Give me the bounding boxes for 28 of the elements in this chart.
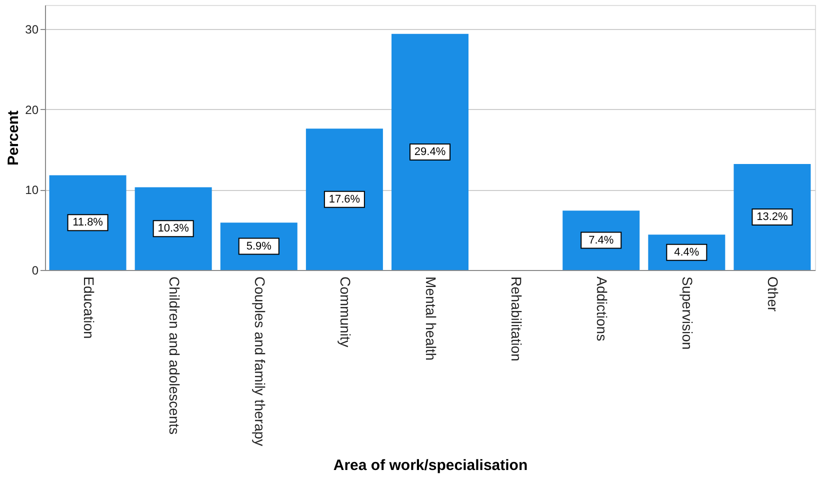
y-tick-label: 30 [25,22,39,37]
x-tick-label: Supervision [680,276,696,350]
y-tick-label: 10 [25,183,39,198]
data-label: 13.2% [756,211,788,223]
x-tick-label: Addictions [594,276,610,342]
x-tick-label: Community [337,276,354,348]
data-label: 4.4% [674,246,700,258]
x-tick-label: Education [80,276,97,339]
bar [734,164,811,270]
x-tick-label: Couples and family therapy [252,276,268,446]
bar [49,175,126,270]
data-label: 17.6% [328,193,360,206]
data-label: 5.9% [246,240,272,252]
y-tick-label: 0 [32,264,39,278]
data-label: 29.4% [414,146,446,158]
y-axis-title: Percent [5,110,22,166]
bar [306,128,383,270]
data-label: 11.8% [72,216,104,229]
y-tick-label: 20 [25,102,39,117]
x-tick-label: Other [765,276,782,312]
x-axis-title: Area of work/specialisation [333,457,528,474]
x-tick-label: Mental health [423,276,439,361]
bar [134,187,212,270]
data-label: 10.3% [158,222,190,235]
x-tick-label: Rehabilitation [508,276,525,362]
bar [392,34,468,270]
x-tick-label: Children and adolescents [166,276,182,434]
data-label: 7.4% [588,234,614,246]
